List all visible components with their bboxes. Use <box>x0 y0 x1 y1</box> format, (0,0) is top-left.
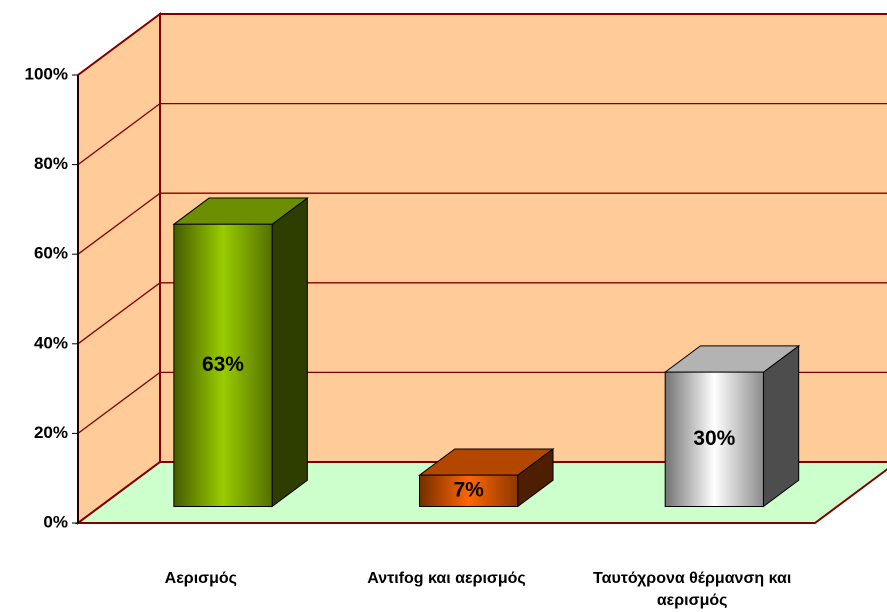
chart: 0% 20% 40% 60% 80% 100% 63% 7% 30% <box>25 12 887 531</box>
bar-front <box>419 474 519 508</box>
y-tick-label: 100% <box>25 64 68 83</box>
x-tick-label: Ταυτόχρονα θέρμανση και αερισμός <box>593 570 792 609</box>
bar-side <box>271 197 308 508</box>
grid-line <box>77 461 887 524</box>
y-tick-label: 80% <box>34 154 68 173</box>
bar-side <box>762 344 800 508</box>
side-wall <box>77 12 161 525</box>
grid-line <box>77 282 887 345</box>
grid-line <box>77 102 887 166</box>
bar <box>172 197 309 508</box>
data-label: 30% <box>693 427 735 450</box>
y-tick-label: 60% <box>34 244 68 263</box>
page: 0%20%40%60%80%100%63%7%30% (() => { cons… <box>24 12 887 609</box>
x-tick-label: Αερισμός <box>164 570 237 587</box>
bar-front <box>173 223 273 508</box>
x-tick-label: Αντιfog και αερισμός <box>367 570 526 587</box>
y-tick-label: 20% <box>34 423 68 442</box>
grid-line <box>77 371 887 434</box>
bar-front <box>664 371 764 508</box>
y-tick-label: 40% <box>34 333 68 352</box>
grid-line <box>77 192 887 255</box>
data-label: 7% <box>453 478 484 501</box>
y-tick-label: 0% <box>43 512 68 531</box>
bar <box>663 344 801 508</box>
grid-line <box>77 13 887 76</box>
bar <box>417 447 555 508</box>
data-label: 63% <box>202 353 244 376</box>
